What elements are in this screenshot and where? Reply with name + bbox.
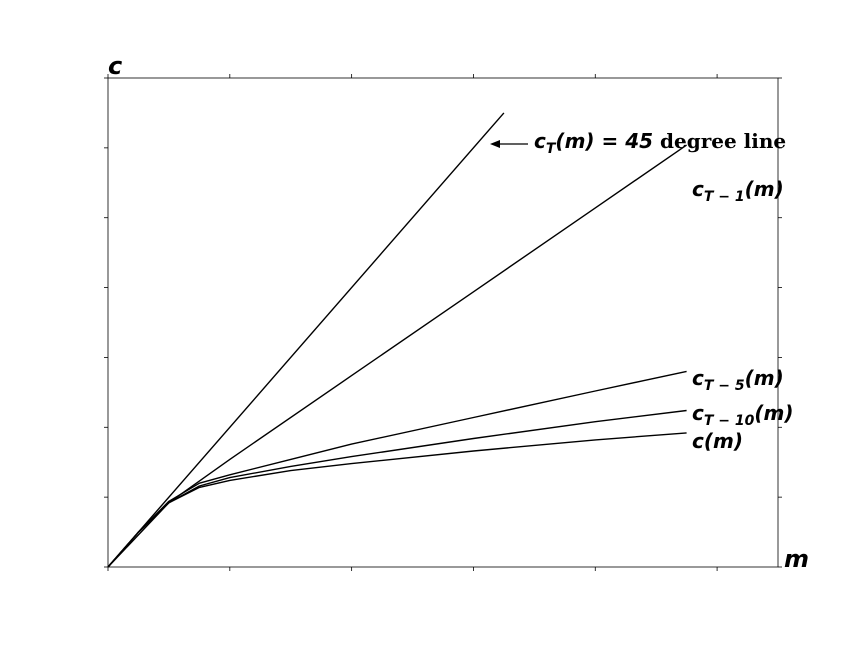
curve-t-minus-1 (107, 144, 687, 568)
curves (107, 112, 687, 568)
annotation-45-degree-line: cT(m) = 45 degree line (534, 129, 786, 157)
curve-label-limit-c-m: c(m) (692, 429, 743, 453)
curve-limit-c-m (107, 432, 687, 568)
curve-label-t-minus-10: cT − 10(m) (692, 401, 794, 429)
plot-area-frame (107, 77, 779, 568)
x-axis-label: m (784, 545, 809, 573)
annotation-arrow-head (490, 140, 500, 148)
curve-t-minus-5 (107, 370, 687, 568)
y-axis-label: c (108, 52, 122, 80)
curve-label-t-minus-5: cT − 5(m) (692, 366, 784, 394)
line-45-degree (107, 112, 505, 568)
axis-ticks (104, 74, 782, 571)
curve-label-t-minus-1: cT − 1(m) (692, 177, 784, 205)
